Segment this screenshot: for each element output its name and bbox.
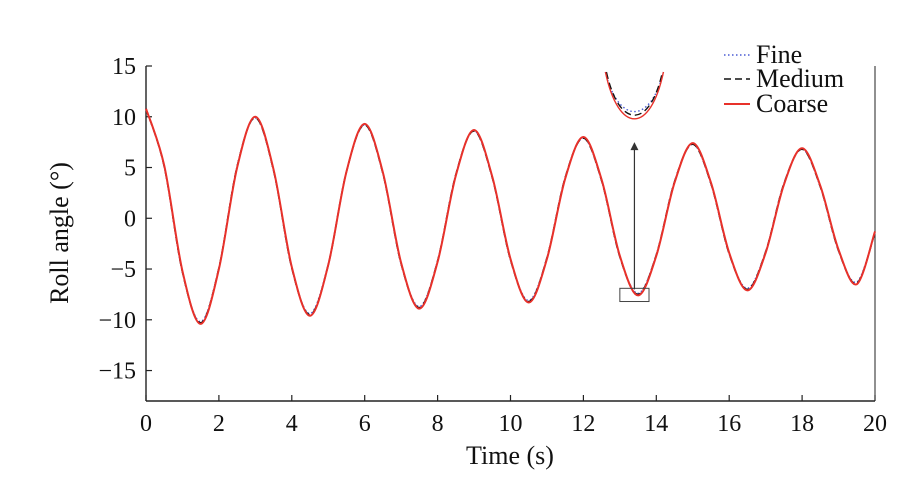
y-ticks: 15 10 5 0 −5 −10 −15 xyxy=(98,54,152,385)
y-axis-title: Roll angle (°) xyxy=(45,162,74,304)
x-tick-label: 8 xyxy=(432,411,444,437)
series-line-medium xyxy=(145,108,876,324)
x-tick-label: 20 xyxy=(863,411,887,437)
y-tick-label: −15 xyxy=(98,359,136,385)
series-line-coarse xyxy=(145,108,876,325)
y-tick-label: 15 xyxy=(112,54,136,80)
x-tick-label: 6 xyxy=(359,411,371,437)
y-tick-label: 5 xyxy=(124,156,136,182)
x-tick-label: 18 xyxy=(790,411,814,437)
series-layer xyxy=(145,108,876,325)
y-tick-label: 0 xyxy=(124,206,136,232)
x-tick-label: 10 xyxy=(499,411,523,437)
x-tick-label: 2 xyxy=(213,411,225,437)
y-tick-label: −5 xyxy=(110,257,136,283)
zoom-annotation xyxy=(604,71,665,303)
x-tick-label: 12 xyxy=(571,411,595,437)
inset-curve-coarse xyxy=(604,71,665,120)
legend-label-fine: Fine xyxy=(756,40,802,69)
x-ticks: 0 2 4 6 8 10 12 14 16 18 20 xyxy=(140,395,887,437)
x-axis-title: Time (s) xyxy=(466,441,554,470)
x-tick-label: 0 xyxy=(140,411,152,437)
series-line-fine xyxy=(145,108,876,323)
legend-label-coarse: Coarse xyxy=(756,89,828,118)
x-tick-label: 4 xyxy=(286,411,298,437)
inset-curve-medium xyxy=(605,71,664,116)
zoom-arrow-head xyxy=(630,142,639,151)
inset-curve-fine xyxy=(604,71,665,113)
y-tick-label: −10 xyxy=(98,308,136,334)
x-tick-label: 14 xyxy=(644,411,668,437)
x-tick-label: 16 xyxy=(717,411,741,437)
legend-label-medium: Medium xyxy=(756,64,844,93)
y-tick-label: 10 xyxy=(112,105,136,131)
